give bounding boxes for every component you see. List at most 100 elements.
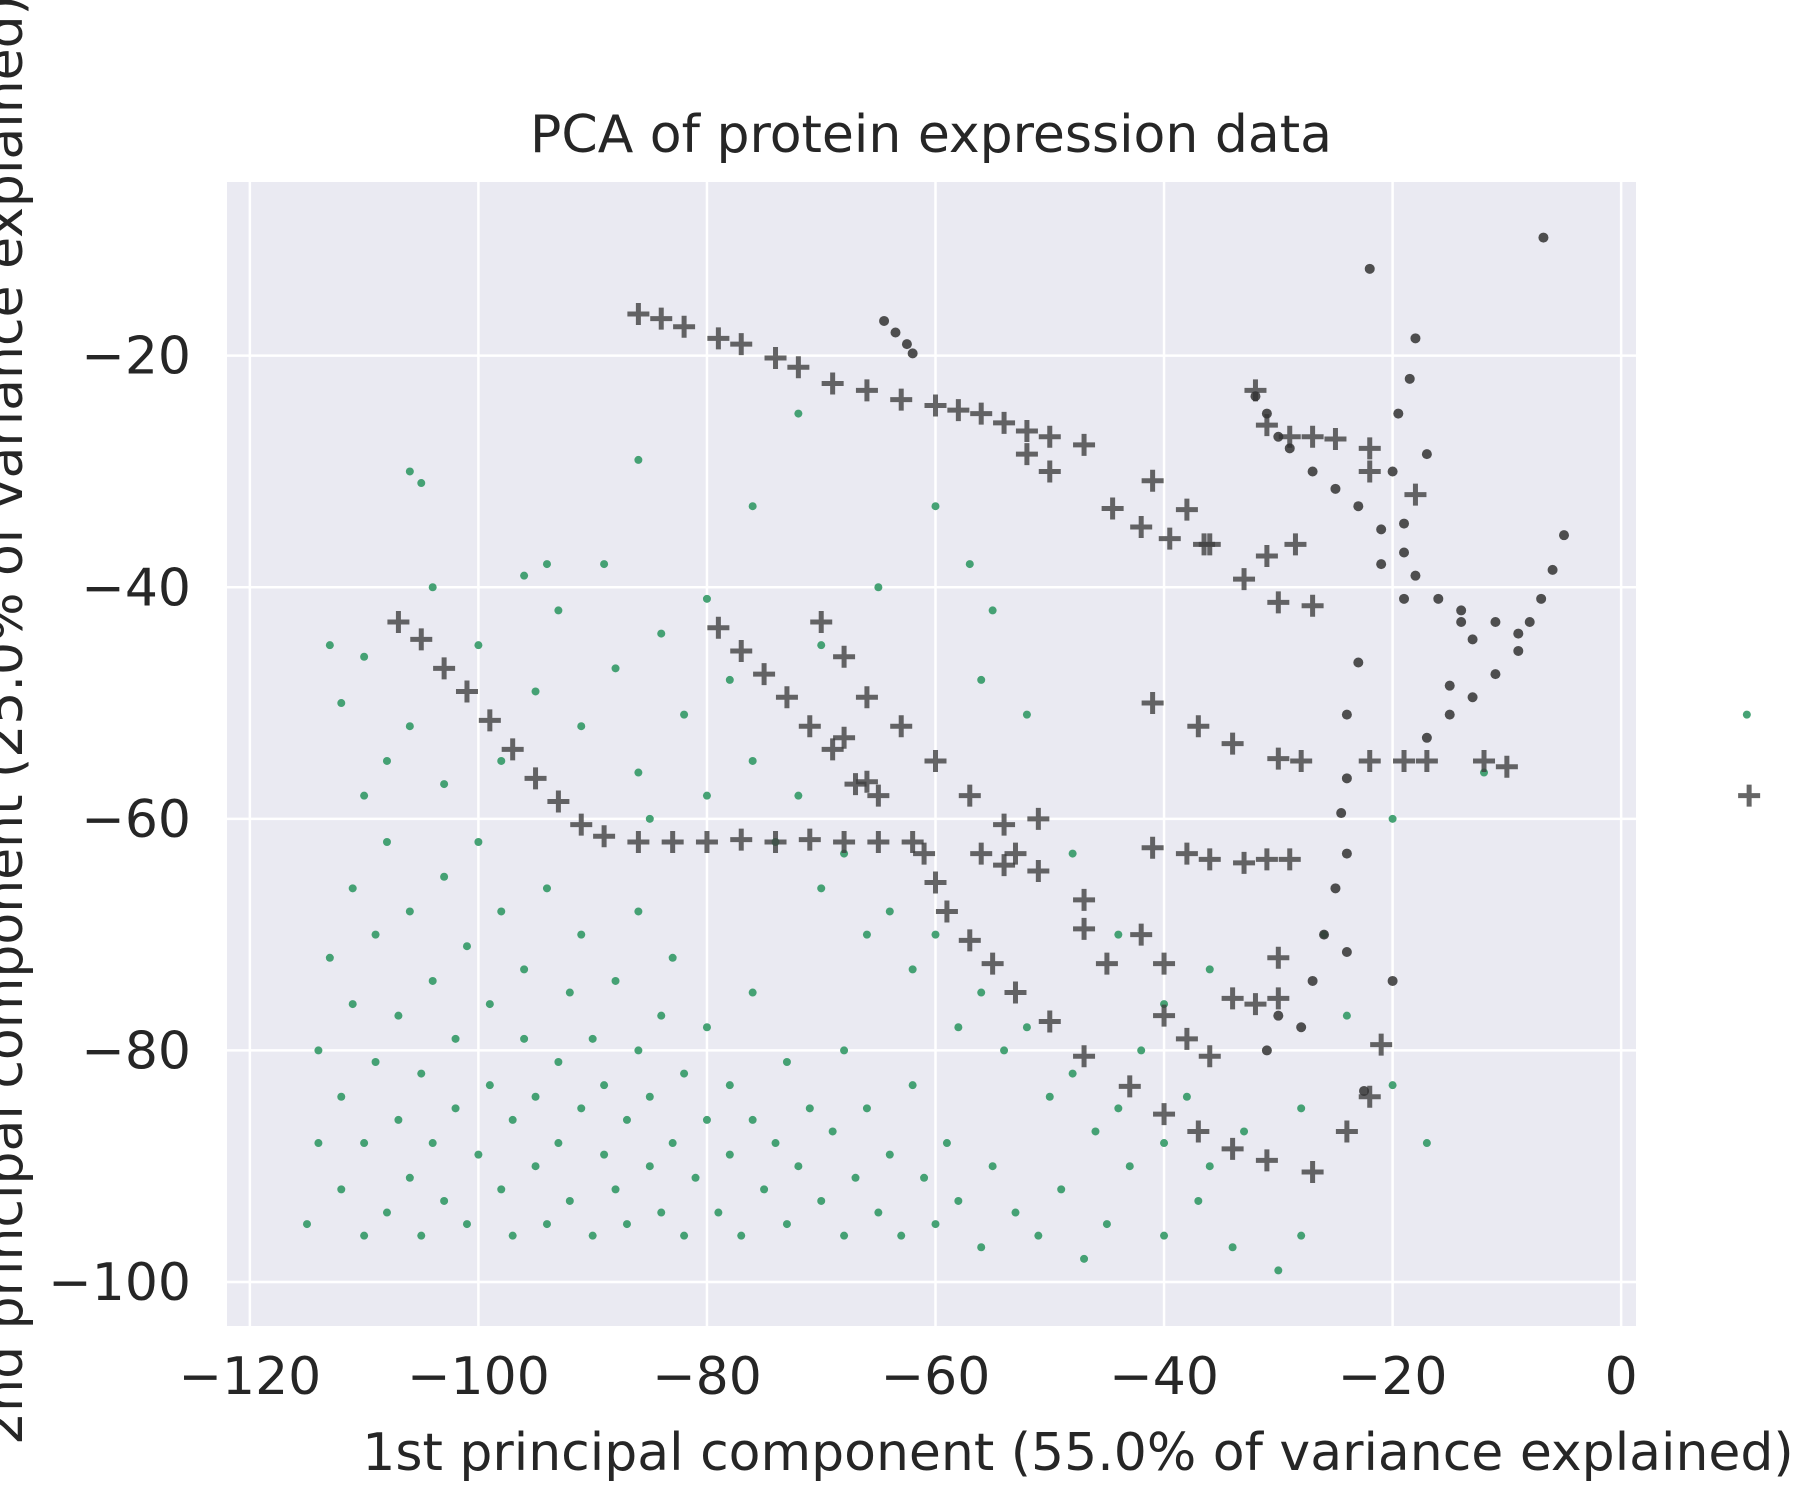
plus-point [730, 828, 753, 851]
plus-point [764, 831, 787, 853]
scatter-point [451, 1104, 460, 1113]
scatter-point [520, 1034, 529, 1043]
plus-point [1141, 469, 1164, 492]
scatter-point [874, 583, 883, 592]
scatter-point [817, 641, 826, 650]
dot-point [1359, 1085, 1370, 1096]
scatter-point [577, 1104, 586, 1113]
plus-point [798, 715, 821, 738]
scatter-point [405, 467, 414, 476]
dot-point [1353, 501, 1364, 512]
plus-point [455, 680, 478, 703]
scatter-point [337, 699, 346, 708]
dot-point [1341, 848, 1352, 859]
dot-point [1307, 466, 1318, 477]
y-tick-label: −60 [81, 790, 191, 850]
scatter-point [508, 1231, 517, 1240]
plus-point [730, 639, 753, 662]
plus-point [1358, 749, 1381, 772]
scatter-point [600, 1150, 609, 1159]
scatter-point [1091, 1127, 1100, 1136]
scatter-point [554, 1139, 563, 1148]
plus-point [1301, 1161, 1324, 1183]
scatter-point [1057, 1185, 1066, 1194]
plus-point [753, 663, 776, 686]
plus-point [867, 831, 890, 853]
scatter-point [451, 1034, 460, 1043]
plus-point [1738, 784, 1761, 807]
plus-point [993, 813, 1016, 836]
scatter-point [394, 1011, 403, 1020]
scatter-point [634, 768, 643, 777]
scatter-point [360, 1231, 369, 1240]
dot-point [1490, 617, 1501, 627]
scatter-point [417, 1231, 426, 1240]
plus-point [1141, 836, 1164, 859]
plus-point [913, 842, 936, 865]
plus-point [1221, 1137, 1244, 1160]
plus-point [1335, 1120, 1358, 1143]
scatter-point [1182, 1092, 1191, 1101]
plus-point [1015, 443, 1038, 466]
plus-point [810, 611, 833, 633]
dot-point [879, 315, 890, 326]
scatter-point [1022, 710, 1031, 719]
scatter-point [702, 594, 711, 603]
scatter-point [611, 1185, 620, 1194]
scatter-point [725, 1150, 734, 1159]
scatter-point [337, 1092, 346, 1101]
scatter-point [1080, 1254, 1089, 1263]
plus-point [1284, 533, 1307, 556]
scatter-point [440, 780, 449, 789]
scatter-point [520, 571, 529, 580]
scatter-point [325, 953, 334, 962]
scatter-point [485, 1081, 494, 1090]
scatter-point [1240, 1127, 1249, 1136]
scatter-point [314, 1046, 323, 1055]
dot-point [1456, 617, 1467, 627]
dot-point [1341, 947, 1352, 957]
dot-point [907, 348, 918, 359]
scatter-point [462, 1220, 471, 1229]
dot-point [1296, 1022, 1307, 1033]
scatter-point [531, 1162, 540, 1171]
scatter-point [600, 1081, 609, 1090]
scatter-point [600, 560, 609, 569]
plus-point [570, 813, 593, 836]
plus-point [1130, 923, 1153, 946]
plus-point [855, 686, 878, 709]
scatter-point [931, 930, 940, 939]
scatter-point [1274, 1266, 1283, 1275]
scatter-point [737, 1231, 746, 1240]
scatter-point [302, 1220, 311, 1229]
plus-point [1221, 732, 1244, 755]
plus-point [1038, 425, 1061, 448]
series [302, 409, 1751, 1275]
plus-point [1187, 1120, 1210, 1143]
scatter-point [840, 1046, 849, 1055]
dot-point [1250, 391, 1261, 402]
scatter-point [1422, 1139, 1431, 1148]
dot-point [1467, 692, 1478, 703]
scatter-point [942, 1139, 951, 1148]
dot-point [1513, 628, 1524, 639]
plus-point [993, 854, 1016, 877]
plus-point [1193, 533, 1216, 556]
plus-point [833, 726, 856, 749]
scatter-point [1205, 965, 1214, 974]
scatter-point [645, 1162, 654, 1171]
scatter-point [497, 756, 506, 765]
scatter-point [782, 1220, 791, 1229]
plus-point [1038, 1010, 1061, 1033]
scatter-point [805, 1104, 814, 1113]
scatter-point [405, 1173, 414, 1182]
plus-point [1153, 1004, 1176, 1027]
dot-point [1538, 232, 1549, 243]
scatter-point [554, 606, 563, 615]
plus-point [958, 784, 981, 807]
plus-point [1495, 755, 1518, 778]
plus-point [1415, 749, 1438, 772]
scatter-point [348, 884, 357, 893]
scatter-point [782, 1058, 791, 1066]
plus-point [1324, 428, 1347, 451]
